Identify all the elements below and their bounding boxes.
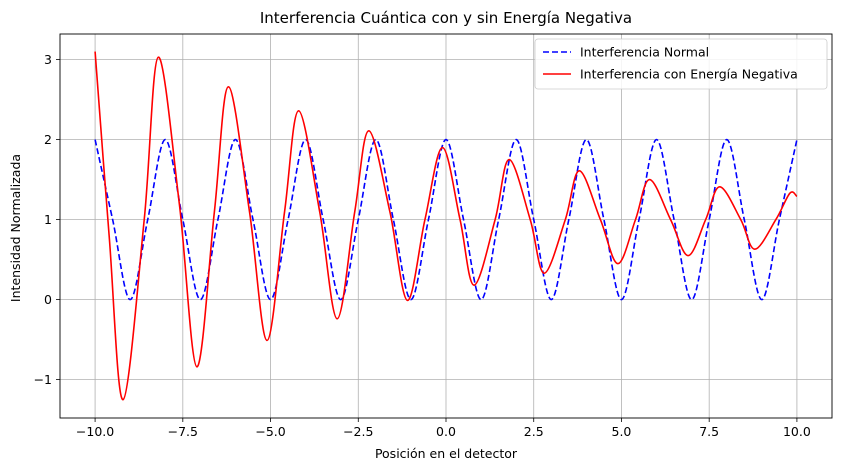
- y-tick-label: 2: [44, 132, 52, 147]
- legend: Interferencia Normal Interferencia con En…: [534, 38, 828, 90]
- x-tick-label: −7.5: [168, 424, 198, 439]
- legend-label: Interferencia con Energía Negativa: [580, 67, 798, 82]
- series-line-normal: [94, 138, 798, 301]
- x-tick-label: 5.0: [612, 424, 632, 439]
- legend-label: Interferencia Normal: [580, 45, 709, 60]
- x-tick-label: −2.5: [343, 424, 373, 439]
- x-tick-label: 0.0: [436, 424, 456, 439]
- x-tick-label: 2.5: [524, 424, 544, 439]
- x-tick-label: 10.0: [783, 424, 811, 439]
- legend-box: [534, 38, 828, 90]
- x-tick-label: 7.5: [699, 424, 719, 439]
- y-tick-label: 1: [44, 212, 52, 227]
- series-line-negative-energy: [94, 51, 798, 401]
- x-tick-label: −5.0: [255, 424, 285, 439]
- y-tick-label: 3: [44, 52, 52, 67]
- y-tick-label: −1: [34, 372, 52, 387]
- x-tick-label: −10.0: [76, 424, 114, 439]
- y-axis-title: Intensidad Normalizada: [8, 154, 23, 302]
- y-tick-label: 0: [44, 292, 52, 307]
- chart-title: Interferencia Cuántica con y sin Energía…: [260, 9, 632, 27]
- series-layer: [94, 51, 798, 401]
- grid: [60, 34, 832, 418]
- ticks: −10.0 −7.5 −5.0 −2.5 0.0 2.5 5.0 7.5 10.0 −1 0 1 2 3: [34, 52, 811, 439]
- x-axis-title: Posición en el detector: [375, 446, 518, 461]
